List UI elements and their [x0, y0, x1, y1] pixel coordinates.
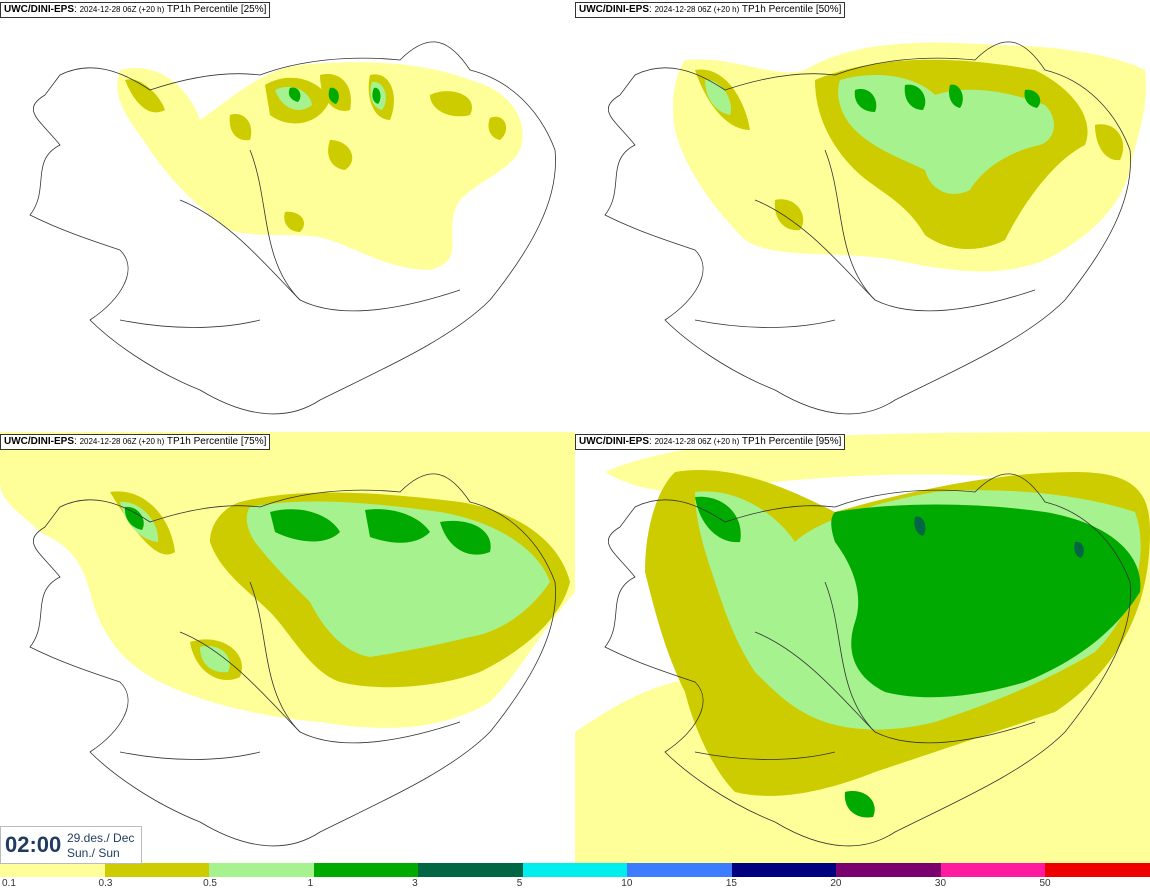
iceland-map-p75 [0, 432, 575, 847]
precip-overlay-p75 [0, 432, 575, 728]
iceland-map-p25 [29, 41, 556, 415]
precip-overlay-p95 [575, 432, 1150, 864]
legend-swatch [418, 863, 523, 877]
legend-label: 30 [934, 878, 947, 889]
valid-date: 29.des./ Dec Sun./ Sun [67, 831, 134, 861]
valid-date-line: 29.des./ Dec [67, 831, 135, 845]
legend-label: 15 [725, 878, 737, 889]
legend-swatch [104, 863, 210, 877]
map-panel-p50: UWC/DINI-EPS: 2024-12-28 06Z (+20 h) TP1… [575, 0, 1150, 432]
legend-label: 10 [621, 878, 633, 889]
legend-swatch [836, 863, 941, 877]
legend-swatch [731, 863, 837, 877]
legend-label: 0.3 [98, 878, 113, 889]
iceland-map-p95 [575, 432, 1150, 864]
precip-legend: 0.1 0.3 0.5 1 3 5 10 15 20 30 50 [0, 863, 1150, 891]
legend-label: 20 [830, 878, 842, 889]
coastline-p75 [29, 473, 556, 847]
valid-day-line: Sun./ Sun [67, 846, 120, 860]
legend-label: 1 [307, 878, 314, 889]
legend-swatch [522, 863, 628, 877]
precip-overlay-p50 [673, 42, 1147, 272]
precip-overlay-p25 [117, 62, 523, 270]
panel-title: UWC/DINI-EPS: 2024-12-28 06Z (+20 h) TP1… [575, 434, 846, 450]
map-panel-p25: UWC/DINI-EPS: 2024-12-28 06Z (+20 h) TP1… [0, 0, 575, 432]
legend-swatch [940, 863, 1046, 877]
valid-time-box: 02:00 29.des./ Dec Sun./ Sun [0, 826, 142, 864]
map-panel-p75: UWC/DINI-EPS: 2024-12-28 06Z (+20 h) TP1… [0, 432, 575, 864]
map-panel-p95: UWC/DINI-EPS: 2024-12-28 06Z (+20 h) TP1… [575, 432, 1150, 864]
panel-title: UWC/DINI-EPS: 2024-12-28 06Z (+20 h) TP1… [0, 434, 271, 450]
panel-title: UWC/DINI-EPS: 2024-12-28 06Z (+20 h) TP1… [0, 2, 271, 18]
legend-swatch [209, 863, 314, 877]
legend-bar [0, 863, 1150, 877]
legend-label: 5 [516, 878, 523, 889]
legend-label: 3 [412, 878, 418, 889]
legend-swatch [1045, 863, 1150, 877]
legend-swatch [0, 863, 105, 877]
panel-title: UWC/DINI-EPS: 2024-12-28 06Z (+20 h) TP1… [575, 2, 846, 18]
valid-time: 02:00 [5, 832, 62, 857]
legend-label: 0.5 [203, 878, 217, 889]
coastline-p50 [604, 41, 1131, 415]
legend-label: 50 [1039, 878, 1051, 889]
coastline-p95 [604, 473, 1131, 847]
legend-swatch [627, 863, 732, 877]
legend-label: 0.1 [2, 878, 16, 889]
coastline-p25 [29, 41, 556, 415]
iceland-map-p50 [604, 41, 1147, 415]
legend-swatch [313, 863, 419, 877]
